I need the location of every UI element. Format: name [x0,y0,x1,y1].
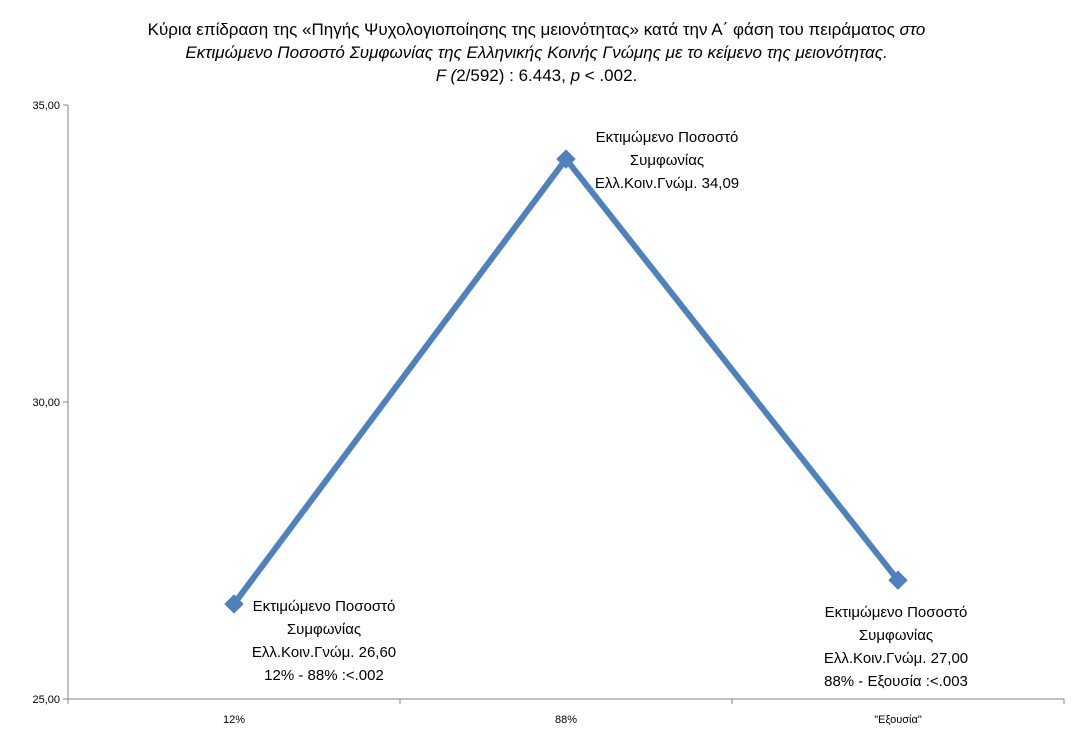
title-line-3: F (2/592) : 6.443, p < .002. [0,64,1073,87]
data-label: Εκτιμώμενο Ποσοστό [596,129,739,146]
data-label: Συμφωνίας [630,152,704,169]
x-tick-label: 88% [555,714,577,726]
data-label: Εκτιμώμενο Ποσοστό [253,598,396,615]
data-point-marker [224,594,244,614]
series-line [231,156,901,606]
title-line-1-italic: στο [899,20,926,39]
data-label: 88% - Εξουσία :<.003 [824,673,968,690]
data-point-marker [556,149,576,169]
title-line-1-text: Κύρια επίδραση της «Πηγής Ψυχολογιοποίησ… [147,20,895,39]
y-tick-label: 35,00 [32,100,60,112]
title-line-2-text: Εκτιμώμενο Ποσοστό Συμφωνίας της Ελληνικ… [185,43,888,62]
data-point-marker [888,570,908,590]
y-tick-label: 25,00 [32,694,60,706]
y-tick-label: 30,00 [32,397,60,409]
data-label: Ελλ.Κοιν.Γνώμ. 26,60 [252,644,396,661]
title-paren: ( [445,66,457,85]
x-tick-label: 12% [223,714,245,726]
data-label: Συμφωνίας [859,627,933,644]
x-tick-label: "Εξουσία" [874,714,922,726]
title-p-symbol: p [570,66,581,85]
data-label: 12% - 88% :<.002 [264,667,384,684]
title-line-2: Εκτιμώμενο Ποσοστό Συμφωνίας της Ελληνικ… [0,41,1073,64]
title-line-1: Κύρια επίδραση της «Πηγής Ψυχολογιοποίησ… [0,18,1073,41]
title-f-stat: 2/592) : 6.443, [456,66,571,85]
data-label: Συμφωνίας [287,621,361,638]
title-p-value: < .002. [580,66,638,85]
chart-title: Κύρια επίδραση της «Πηγής Ψυχολογιοποίησ… [0,18,1073,87]
data-label: Εκτιμώμενο Ποσοστό [825,604,968,621]
title-f-symbol: F [435,66,446,85]
data-label: Ελλ.Κοιν.Γνώμ. 34,09 [595,175,739,192]
data-label: Ελλ.Κοιν.Γνώμ. 27,00 [824,650,968,667]
